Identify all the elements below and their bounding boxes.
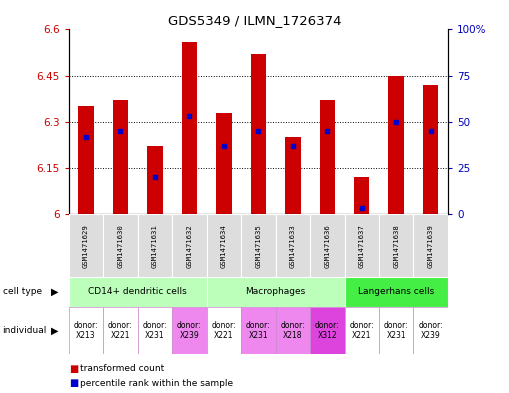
Text: donor:
X231: donor: X231 xyxy=(384,321,409,340)
Bar xyxy=(275,307,310,354)
Bar xyxy=(103,214,137,277)
Text: transformed count: transformed count xyxy=(80,364,165,373)
Bar xyxy=(310,307,345,354)
Text: donor:
X213: donor: X213 xyxy=(74,321,98,340)
Text: GDS5349 / ILMN_1726374: GDS5349 / ILMN_1726374 xyxy=(168,14,341,27)
Text: GSM1471633: GSM1471633 xyxy=(290,224,296,268)
Bar xyxy=(241,214,275,277)
Bar xyxy=(379,214,413,277)
Text: donor:
X239: donor: X239 xyxy=(418,321,443,340)
Text: donor:
X221: donor: X221 xyxy=(212,321,236,340)
Text: GSM1471634: GSM1471634 xyxy=(221,224,227,268)
Text: donor:
X312: donor: X312 xyxy=(315,321,340,340)
Text: GSM1471630: GSM1471630 xyxy=(118,224,123,268)
Bar xyxy=(172,307,207,354)
Bar xyxy=(320,100,335,214)
Bar xyxy=(345,307,379,354)
Text: cell type: cell type xyxy=(3,287,42,296)
Text: GSM1471636: GSM1471636 xyxy=(324,224,330,268)
Text: percentile rank within the sample: percentile rank within the sample xyxy=(80,379,234,387)
Text: ▶: ▶ xyxy=(51,287,59,297)
Bar xyxy=(241,307,275,354)
Bar xyxy=(345,277,448,307)
Text: CD14+ dendritic cells: CD14+ dendritic cells xyxy=(88,287,187,296)
Text: donor:
X239: donor: X239 xyxy=(177,321,202,340)
Bar xyxy=(354,177,370,214)
Bar xyxy=(413,307,448,354)
Text: ■: ■ xyxy=(69,364,78,374)
Bar xyxy=(147,147,163,214)
Text: Langerhans cells: Langerhans cells xyxy=(358,287,434,296)
Text: ■: ■ xyxy=(69,378,78,388)
Bar xyxy=(69,277,207,307)
Bar xyxy=(310,214,345,277)
Text: donor:
X231: donor: X231 xyxy=(143,321,167,340)
Bar xyxy=(423,85,438,214)
Bar xyxy=(207,214,241,277)
Text: GSM1471639: GSM1471639 xyxy=(428,224,434,268)
Bar xyxy=(250,54,266,214)
Text: GSM1471638: GSM1471638 xyxy=(393,224,399,268)
Bar xyxy=(172,214,207,277)
Text: GSM1471629: GSM1471629 xyxy=(83,224,89,268)
Bar xyxy=(207,307,241,354)
Text: donor:
X221: donor: X221 xyxy=(108,321,133,340)
Bar xyxy=(388,75,404,214)
Bar xyxy=(112,100,128,214)
Bar xyxy=(413,214,448,277)
Text: ▶: ▶ xyxy=(51,325,59,336)
Text: donor:
X231: donor: X231 xyxy=(246,321,271,340)
Text: donor:
X221: donor: X221 xyxy=(349,321,374,340)
Bar xyxy=(379,307,413,354)
Text: GSM1471635: GSM1471635 xyxy=(256,224,261,268)
Bar xyxy=(216,112,232,214)
Bar xyxy=(137,214,172,277)
Bar xyxy=(69,214,103,277)
Text: GSM1471637: GSM1471637 xyxy=(359,224,365,268)
Bar xyxy=(345,214,379,277)
Bar xyxy=(137,307,172,354)
Bar xyxy=(103,307,137,354)
Bar xyxy=(78,107,94,214)
Bar xyxy=(285,137,300,214)
Text: Macrophages: Macrophages xyxy=(245,287,306,296)
Text: donor:
X218: donor: X218 xyxy=(280,321,305,340)
Text: individual: individual xyxy=(3,326,47,335)
Text: GSM1471632: GSM1471632 xyxy=(186,224,192,268)
Bar xyxy=(182,42,197,214)
Bar xyxy=(275,214,310,277)
Bar xyxy=(207,277,345,307)
Bar xyxy=(69,307,103,354)
Text: GSM1471631: GSM1471631 xyxy=(152,224,158,268)
